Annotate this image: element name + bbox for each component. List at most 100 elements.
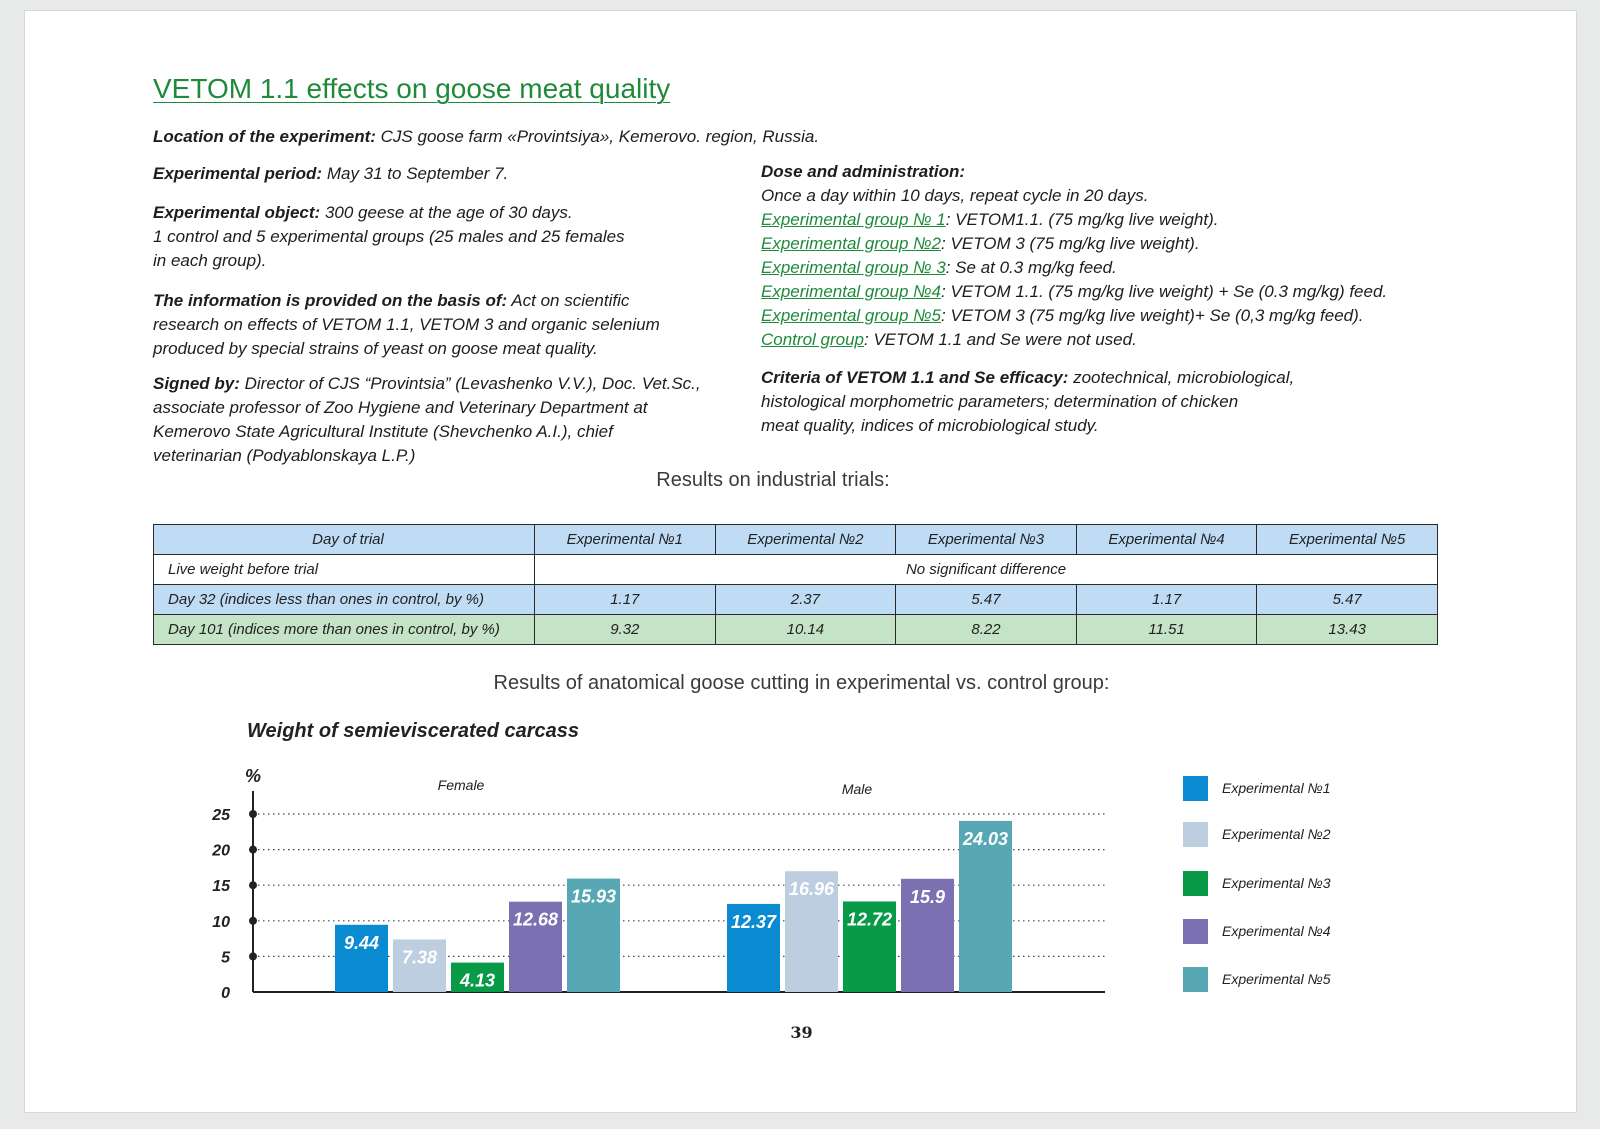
legend-label: Experimental №4: [1222, 923, 1331, 939]
dose-control-group-text: : VETOM 1.1 and Se were not used.: [864, 330, 1137, 349]
bar: [727, 903, 780, 992]
dose-group-2: Experimental group №2: VETOM 3 (75 mg/kg…: [761, 232, 1387, 256]
legend-item: Experimental №2: [1183, 819, 1331, 849]
legend-item: Experimental №3: [1183, 868, 1331, 898]
signed-line4: veterinarian (Podyablonskaya L.P.): [153, 446, 416, 465]
object-label: Experimental object:: [153, 203, 321, 222]
table-row-label: Live weight before trial: [153, 554, 535, 585]
dose-group-2-link[interactable]: Experimental group №2: [761, 234, 942, 253]
legend-label: Experimental №1: [1222, 780, 1331, 796]
legend-item: Experimental №1: [1183, 773, 1331, 803]
table-header-cell: Experimental №5: [1256, 524, 1438, 555]
table-cell: 9.32: [534, 614, 716, 645]
criteria-line3: meat quality, indices of microbiological…: [761, 416, 1099, 435]
period-paragraph: Experimental period: May 31 to September…: [153, 162, 508, 186]
table-header-cell: Day of trial: [153, 524, 535, 555]
table-cell: 10.14: [714, 614, 897, 645]
basis-line2: research on effects of VETOM 1.1, VETOM …: [153, 315, 660, 334]
criteria-line2: histological morphometric parameters; de…: [761, 392, 1239, 411]
location-paragraph: Location of the experiment: CJS goose fa…: [153, 125, 819, 149]
object-line2: 1 control and 5 experimental groups (25 …: [153, 227, 625, 246]
basis-line1: Act on scientific: [507, 291, 630, 310]
table-row-label: Day 32 (indices less than ones in contro…: [153, 584, 535, 615]
criteria-label: Criteria of VETOM 1.1 and Se efficacy:: [761, 368, 1069, 387]
legend-item: Experimental №4: [1183, 916, 1331, 946]
basis-line3: produced by special strains of yeast on …: [153, 339, 598, 358]
table-header-cell: Experimental №2: [714, 524, 897, 555]
signed-line2: associate professor of Zoo Hygiene and V…: [153, 398, 648, 417]
bar: [785, 871, 838, 992]
signed-line1: Director of CJS “Provintsia” (Levashenko…: [239, 374, 701, 393]
document-page: VETOM 1.1 effects on goose meat quality …: [24, 10, 1577, 1113]
table-cell: 5.47: [1256, 584, 1438, 615]
object-paragraph: Experimental object: 300 geese at the ag…: [153, 201, 625, 273]
legend-swatch: [1183, 918, 1208, 944]
table-cell: 13.43: [1256, 614, 1438, 645]
signed-line3: Kemerovo State Agricultural Institute (S…: [153, 422, 613, 441]
page-title: VETOM 1.1 effects on goose meat quality: [153, 73, 671, 104]
criteria-paragraph: Criteria of VETOM 1.1 and Se efficacy: z…: [761, 366, 1294, 438]
bar: [393, 939, 446, 992]
category-label: Female: [438, 777, 485, 793]
dose-group-4-text: : VETOM 1.1. (75 mg/kg live weight) + Se…: [941, 282, 1388, 301]
y-tick-label: 20: [211, 843, 230, 860]
bar: [567, 878, 620, 992]
chart-title: Weight of semieviscerated carcass: [247, 720, 580, 742]
legend-swatch: [1183, 821, 1208, 847]
bar: [901, 878, 954, 992]
table-cell: No significant difference: [534, 554, 1438, 585]
location-label: Location of the experiment:: [153, 127, 376, 146]
category-label: Male: [842, 781, 873, 797]
table-header-row: Day of trial Experimental №1 Experimenta…: [153, 524, 1438, 555]
table-row: Day 101 (indices more than ones in contr…: [153, 614, 1438, 645]
bar-value-label: 12.68: [513, 910, 558, 930]
bar-value-label: 24.03: [962, 829, 1008, 849]
dose-group-1-link[interactable]: Experimental group № 1: [761, 210, 946, 229]
bar-value-label: 12.72: [847, 909, 892, 929]
dose-control-group-link[interactable]: Control group: [761, 330, 865, 349]
bar-value-label: 15.9: [910, 887, 945, 907]
dose-group-2-text: : VETOM 3 (75 mg/kg live weight).: [941, 234, 1200, 253]
dose-group-3-text: : Se at 0.3 mg/kg feed.: [945, 258, 1117, 277]
bar: [451, 962, 504, 992]
table-cell: 1.17: [1075, 584, 1258, 615]
dose-group-5-text: : VETOM 3 (75 mg/kg live weight)+ Se (0,…: [941, 306, 1364, 325]
dose-group-3: Experimental group № 3: Se at 0.3 mg/kg …: [761, 256, 1387, 280]
signed-label: Signed by:: [153, 374, 240, 393]
bar: [843, 901, 896, 992]
table-cell: 2.37: [714, 584, 897, 615]
bar-value-label: 9.44: [344, 933, 379, 953]
table-cell: 11.51: [1075, 614, 1258, 645]
dose-group-4-link[interactable]: Experimental group №4: [761, 282, 942, 301]
bar-value-label: 15.93: [571, 887, 616, 907]
table-header-cell: Experimental №1: [534, 524, 716, 555]
bar: [959, 820, 1012, 992]
legend-label: Experimental №2: [1222, 826, 1331, 842]
bar-value-label: 12.37: [731, 912, 777, 932]
y-tick-label: 5: [221, 949, 231, 966]
y-tick-label: 15: [212, 878, 231, 895]
dose-group-5-link[interactable]: Experimental group №5: [761, 306, 942, 325]
legend-label: Experimental №5: [1222, 971, 1331, 987]
trial-results-table: Day of trial Experimental №1 Experimenta…: [153, 524, 1438, 645]
dose-group-1: Experimental group № 1: VETOM1.1. (75 mg…: [761, 208, 1387, 232]
location-text: CJS goose farm «Provintsiya», Kemerovo. …: [375, 127, 820, 146]
results-heading: Results on industrial trials:: [656, 469, 890, 491]
criteria-line1: zootechnical, microbiological,: [1068, 368, 1295, 387]
period-label: Experimental period:: [153, 164, 323, 183]
bar-value-label: 16.96: [789, 879, 835, 899]
dose-control-group: Control group: VETOM 1.1 and Se were not…: [761, 328, 1387, 352]
basis-label: The information is provided on the basis…: [153, 291, 508, 310]
period-text: May 31 to September 7.: [322, 164, 509, 183]
table-row: Live weight before trial No significant …: [153, 554, 1438, 585]
legend-item: Experimental №5: [1183, 964, 1331, 994]
bar-value-label: 4.13: [459, 971, 495, 991]
legend-label: Experimental №3: [1222, 875, 1331, 891]
basis-paragraph: The information is provided on the basis…: [153, 289, 660, 361]
dose-group-3-link[interactable]: Experimental group № 3: [761, 258, 946, 277]
signed-paragraph: Signed by: Director of CJS “Provintsia” …: [153, 372, 701, 468]
y-tick-label: 10: [212, 914, 230, 931]
dose-label: Dose and administration:: [761, 162, 966, 181]
y-axis-label: %: [245, 766, 261, 786]
dose-paragraph: Dose and administration: Once a day with…: [761, 160, 1387, 352]
